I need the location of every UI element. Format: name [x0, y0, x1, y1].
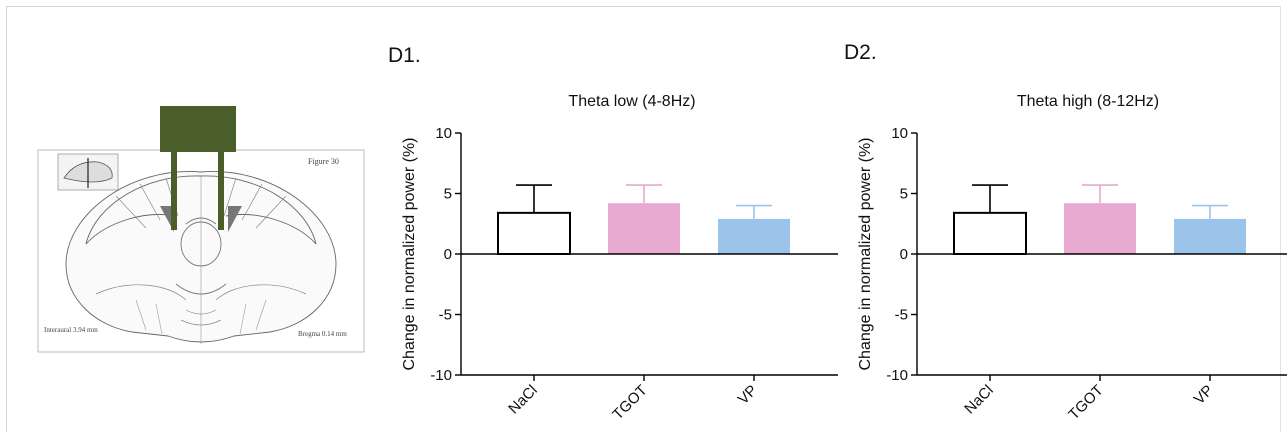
- atlas-bregma-label: Bregma 0.14 mm: [298, 330, 347, 338]
- y-tick-label: -10: [430, 367, 452, 384]
- y-tick-label: 5: [900, 186, 908, 203]
- x-tick-label-tgot: TGOT: [1065, 382, 1106, 423]
- bar-chart-theta-high: Theta high (8-12Hz) Change in normalized …: [844, 74, 1287, 438]
- y-tick-label: 0: [900, 246, 908, 263]
- y-tick-label: 10: [435, 125, 452, 142]
- bar-tgot: [1064, 203, 1136, 254]
- coronal-section: [65, 171, 337, 344]
- chart-title: Theta high (8-12Hz): [1017, 93, 1159, 110]
- bar-nacl: [953, 211, 1027, 255]
- sagittal-inset-icon: [57, 153, 119, 191]
- x-tick-label-vp: VP: [735, 382, 761, 408]
- left-ventricle: [160, 206, 174, 232]
- x-tick-label-nacl: NaCl: [505, 382, 541, 418]
- probe-connector: [160, 106, 236, 152]
- figure-frame: [6, 6, 1281, 432]
- bar-tgot: [608, 203, 680, 254]
- probe-shank-left: [171, 152, 177, 230]
- bar-vp: [718, 218, 790, 254]
- bar-chart-theta-low: Theta low (4-8Hz) Change in normalized po…: [388, 74, 838, 438]
- y-tick-label: 0: [444, 246, 452, 263]
- bar-nacl: [497, 211, 571, 255]
- y-axis-label: Change in normalized power (%): [857, 138, 874, 371]
- bar-chart-svg: Theta low (4-8Hz) Change in normalized po…: [401, 93, 838, 423]
- y-tick-label: -10: [886, 367, 908, 384]
- y-tick-label: -5: [439, 307, 452, 324]
- brain-atlas-svg: Figure 30 Interaural 3.94 mm Bregma 0.14…: [37, 106, 365, 353]
- right-ventricle: [228, 206, 242, 232]
- x-tick-label-nacl: NaCl: [961, 382, 997, 418]
- probe-shank-right: [218, 152, 224, 230]
- panel-label-d1: D1.: [388, 44, 421, 67]
- y-tick-label: 10: [891, 125, 908, 142]
- y-tick-label: 5: [444, 186, 452, 203]
- bar-vp: [1174, 218, 1246, 254]
- y-axis-label: Change in normalized power (%): [401, 138, 418, 371]
- chart-title: Theta low (4-8Hz): [568, 93, 695, 110]
- x-tick-label-tgot: TGOT: [609, 382, 650, 423]
- panel-label-d2: D2.: [844, 41, 877, 64]
- y-tick-label: -5: [895, 307, 908, 324]
- atlas-interaural-label: Interaural 3.94 mm: [44, 326, 98, 334]
- bar-chart-svg: Theta high (8-12Hz) Change in normalized …: [857, 93, 1287, 423]
- atlas-figure-label: Figure 30: [308, 157, 339, 166]
- x-tick-label-vp: VP: [1191, 382, 1217, 408]
- brain-atlas-illustration: Figure 30 Interaural 3.94 mm Bregma 0.14…: [36, 104, 366, 354]
